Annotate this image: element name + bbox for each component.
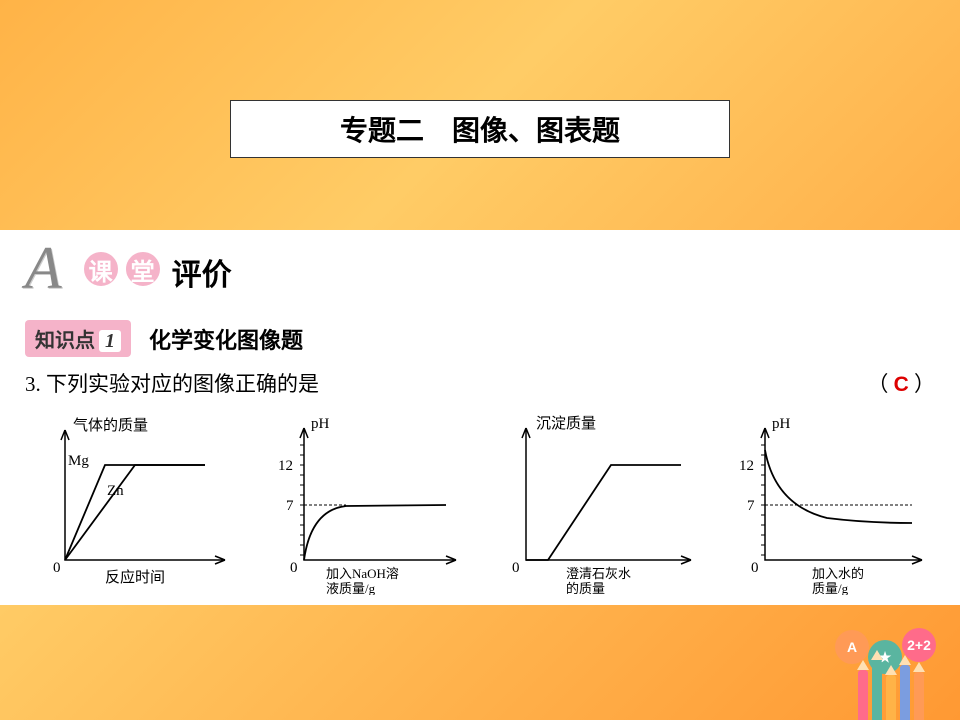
knowledge-point-row: 知识点1 化学变化图像题 bbox=[25, 320, 303, 357]
answer: C bbox=[894, 373, 909, 396]
decor-pencil bbox=[900, 665, 910, 720]
chart-d-xlabel1: 加入水的 bbox=[812, 566, 864, 581]
chart-a-origin: 0 bbox=[53, 560, 61, 576]
chart-b-ylabel: pH bbox=[311, 416, 330, 432]
charts-row: Mg Zn 气体的质量 0 反应时间 pH 7 12 0 加入NaOH溶 bbox=[25, 410, 935, 595]
chart-a-ylabel: 气体的质量 bbox=[73, 417, 148, 434]
badge-tang: 堂 bbox=[124, 250, 162, 288]
letter-a-icon: A bbox=[25, 238, 62, 298]
chart-d-ylabel: pH bbox=[772, 416, 791, 432]
chart-a: Mg Zn 气体的质量 0 反应时间 bbox=[25, 410, 243, 595]
chart-d-tick12: 12 bbox=[739, 458, 754, 474]
q-num: 3. bbox=[25, 372, 41, 396]
knowledge-point-tag: 知识点1 bbox=[25, 320, 131, 357]
badge-group: 课 堂 评价 bbox=[82, 250, 232, 294]
chart-c-origin: 0 bbox=[512, 560, 520, 576]
topic-title: 专题二 图像、图表题 bbox=[230, 100, 730, 158]
chart-c: 沉淀质量 0 澄清石灰水 的质量 bbox=[486, 410, 704, 595]
chart-b: pH 7 12 0 加入NaOH溶 液质量/g bbox=[256, 410, 474, 595]
label-zn: Zn bbox=[107, 483, 124, 499]
content-panel: A 课 堂 评价 知识点1 化学变化图像题 3. 下列实验对应的图像正确的是 （… bbox=[0, 230, 960, 605]
decor-pencil bbox=[886, 675, 896, 720]
kp-tag-num: 1 bbox=[99, 330, 121, 352]
chart-d-xlabel2: 质量/g bbox=[812, 581, 849, 595]
badge-ke: 课 bbox=[82, 250, 120, 288]
decor-note: A bbox=[835, 630, 869, 664]
chart-b-xlabel2: 液质量/g bbox=[326, 581, 376, 595]
section-header: A 课 堂 评价 bbox=[25, 238, 232, 298]
kp-tag-text: 知识点 bbox=[35, 330, 95, 352]
corner-decoration: A★2+2 bbox=[820, 610, 960, 720]
q-text: 下列实验对应的图像正确的是 bbox=[46, 372, 319, 396]
label-mg: Mg bbox=[68, 453, 89, 469]
question-row: 3. 下列实验对应的图像正确的是 （ C ） bbox=[25, 368, 935, 398]
eval-label: 评价 bbox=[172, 250, 232, 294]
paren-left: （ bbox=[867, 372, 888, 396]
chart-c-xlabel2: 的质量 bbox=[566, 581, 605, 595]
decor-pencil bbox=[858, 670, 868, 720]
paren-right: ） bbox=[914, 372, 935, 396]
chart-c-ylabel: 沉淀质量 bbox=[536, 415, 596, 432]
chart-d-origin: 0 bbox=[751, 560, 759, 576]
chart-d: pH 7 12 0 加入水的 质量/g bbox=[717, 410, 935, 595]
chart-c-xlabel1: 澄清石灰水 bbox=[566, 566, 631, 581]
chart-b-tick7: 7 bbox=[286, 498, 294, 514]
kp-title: 化学变化图像题 bbox=[149, 323, 303, 355]
chart-b-xlabel1: 加入NaOH溶 bbox=[326, 566, 399, 581]
chart-b-origin: 0 bbox=[290, 560, 298, 576]
decor-pencil bbox=[914, 672, 924, 720]
chart-a-xlabel: 反应时间 bbox=[105, 568, 165, 586]
chart-d-tick7: 7 bbox=[747, 498, 755, 514]
chart-b-tick12: 12 bbox=[278, 458, 293, 474]
decor-pencil bbox=[872, 660, 882, 720]
